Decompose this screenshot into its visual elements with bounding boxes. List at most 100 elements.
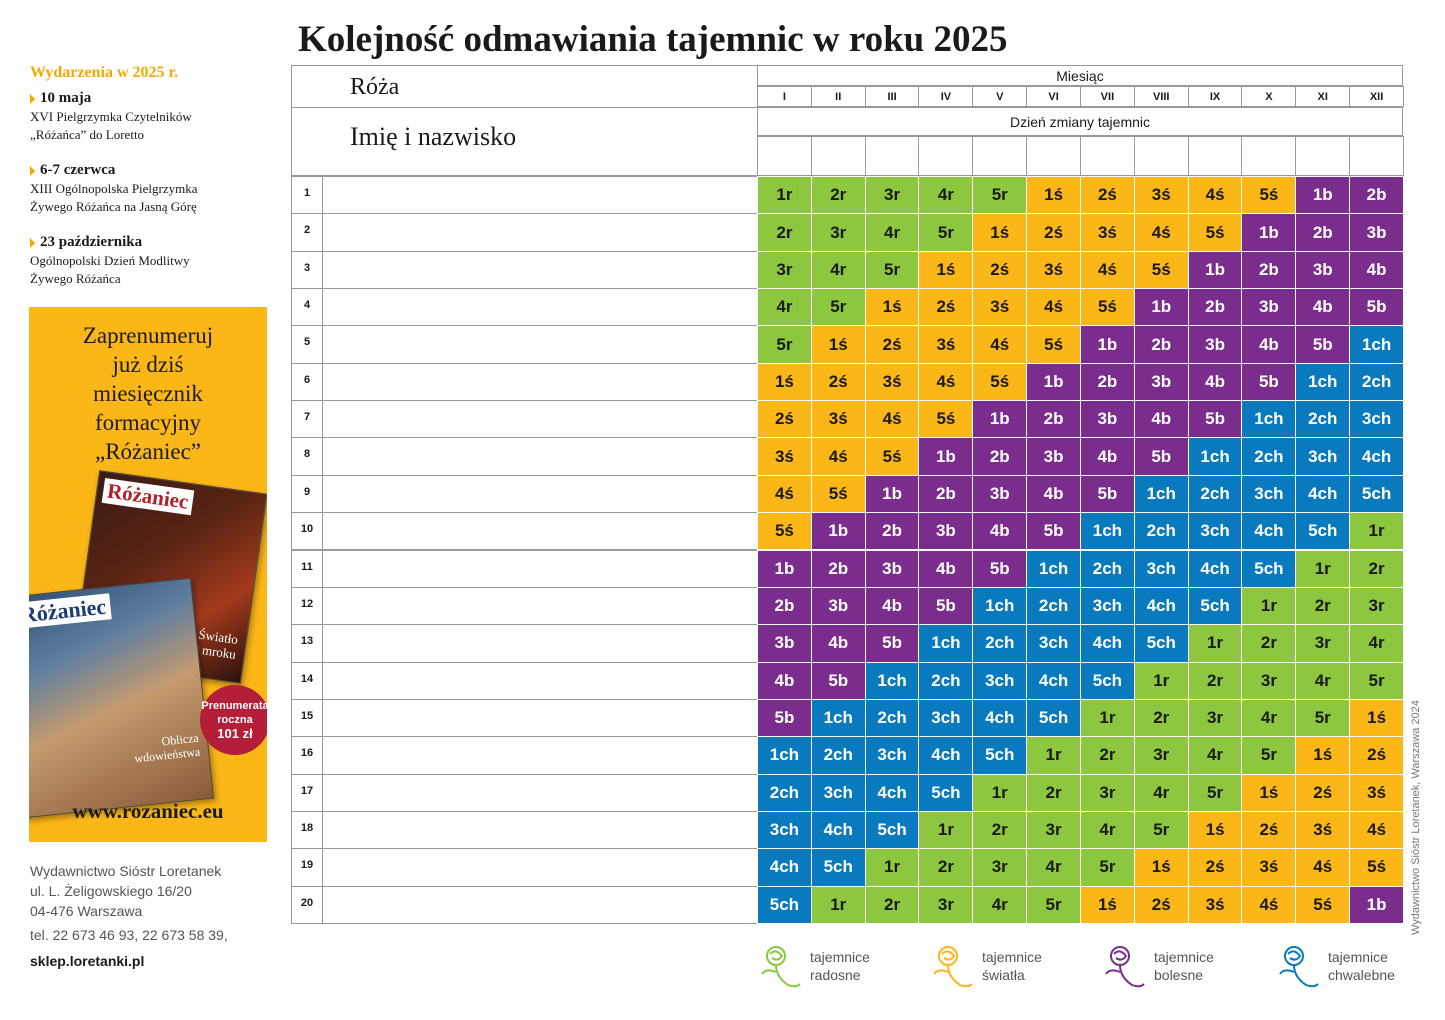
row-number: 12 bbox=[291, 586, 323, 626]
mystery-cell: 1r bbox=[1295, 549, 1351, 588]
member-name-input[interactable] bbox=[322, 213, 758, 252]
mystery-cell: 1b bbox=[810, 512, 866, 551]
ad-url-link[interactable]: www.rozaniec.eu bbox=[72, 799, 224, 823]
mystery-cell: 5ch bbox=[1026, 698, 1081, 738]
day-change-input[interactable] bbox=[918, 136, 974, 176]
day-change-input[interactable] bbox=[1133, 136, 1189, 176]
mystery-cell: 4r bbox=[972, 885, 1028, 924]
mystery-cell: 3ch bbox=[972, 661, 1028, 700]
mystery-cell: 2r bbox=[810, 176, 866, 215]
mystery-cell: 5b bbox=[1079, 474, 1135, 514]
mystery-cell: 4r bbox=[1241, 698, 1297, 738]
member-name-input[interactable] bbox=[322, 400, 758, 439]
member-name-input[interactable] bbox=[322, 362, 758, 402]
mystery-cell: 3ś bbox=[1026, 250, 1081, 290]
ad-line: formacyjny bbox=[94, 410, 201, 435]
legend-text: tajemnice bbox=[810, 949, 870, 965]
member-name-input[interactable] bbox=[322, 698, 758, 738]
mystery-cell: 2b bbox=[1187, 288, 1243, 327]
mystery-cell: 5r bbox=[757, 325, 812, 364]
publisher-line: ul. L. Żeligowskiego 16/20 bbox=[30, 883, 192, 899]
member-name-input[interactable] bbox=[322, 848, 758, 887]
day-change-input[interactable] bbox=[757, 136, 812, 176]
mystery-cell: 3b bbox=[1133, 362, 1189, 402]
mystery-cell: 4r bbox=[1349, 624, 1404, 663]
member-name-input[interactable] bbox=[322, 773, 758, 812]
mystery-cell: 2ś bbox=[972, 250, 1028, 290]
mystery-cell: 5ś bbox=[1349, 848, 1404, 887]
mystery-cell: 2b bbox=[1241, 250, 1297, 290]
month-column-header: XI bbox=[1295, 86, 1351, 107]
day-change-input[interactable] bbox=[1187, 136, 1243, 176]
rose-label-cell[interactable]: Róża bbox=[291, 65, 758, 108]
day-change-input[interactable] bbox=[1349, 136, 1404, 176]
member-name-input[interactable] bbox=[322, 474, 758, 514]
day-change-input[interactable] bbox=[1079, 136, 1135, 176]
mystery-cell: 4r bbox=[864, 213, 920, 252]
mystery-cell: 1ch bbox=[1241, 400, 1297, 439]
day-change-input[interactable] bbox=[864, 136, 920, 176]
mystery-cell: 2r bbox=[864, 885, 920, 924]
row-number: 6 bbox=[291, 362, 323, 402]
month-column-header: VIII bbox=[1133, 86, 1189, 107]
mysteries-table: Róża Imię i nazwisko Miesiąc Dzień zmian… bbox=[291, 65, 1404, 924]
row-number: 2 bbox=[291, 213, 323, 252]
mystery-cell: 4ś bbox=[1026, 288, 1081, 327]
mystery-cell: 2ś bbox=[1295, 773, 1351, 812]
member-name-input[interactable] bbox=[322, 549, 758, 588]
mystery-cell: 1ch bbox=[972, 586, 1028, 626]
mystery-cell: 2b bbox=[1026, 400, 1081, 439]
member-name-input[interactable] bbox=[322, 437, 758, 476]
member-name-input[interactable] bbox=[322, 624, 758, 663]
name-label-cell[interactable]: Imię i nazwisko bbox=[291, 107, 758, 176]
mystery-cell: 4ś bbox=[1349, 810, 1404, 850]
day-change-input[interactable] bbox=[972, 136, 1028, 176]
mystery-cell: 3ch bbox=[1026, 624, 1081, 663]
member-name-input[interactable] bbox=[322, 512, 758, 551]
mystery-cell: 5ś bbox=[1241, 176, 1297, 215]
mystery-cell: 4ś bbox=[918, 362, 974, 402]
mystery-cell: 1b bbox=[1349, 885, 1404, 924]
month-column-header: V bbox=[972, 86, 1028, 107]
mystery-cell: 5ch bbox=[1349, 474, 1404, 514]
member-name-input[interactable] bbox=[322, 586, 758, 626]
member-name-input[interactable] bbox=[322, 288, 758, 327]
day-change-input[interactable] bbox=[810, 136, 866, 176]
mystery-cell: 2b bbox=[810, 549, 866, 588]
month-header-text: Miesiąc bbox=[1056, 67, 1104, 84]
member-name-input[interactable] bbox=[322, 250, 758, 290]
subscription-ad[interactable]: Zaprenumeruj już dziś miesięcznik formac… bbox=[29, 307, 267, 842]
mystery-cell: 3ś bbox=[1079, 213, 1135, 252]
day-change-input[interactable] bbox=[1241, 136, 1297, 176]
day-change-input[interactable] bbox=[1295, 136, 1351, 176]
mystery-cell: 4r bbox=[1026, 848, 1081, 887]
month-column-header: VI bbox=[1026, 86, 1081, 107]
mystery-cell: 2ś bbox=[864, 325, 920, 364]
mystery-cell: 4ś bbox=[1133, 213, 1189, 252]
member-name-input[interactable] bbox=[322, 736, 758, 775]
shop-link[interactable]: sklep.loretanki.pl bbox=[30, 953, 145, 969]
member-name-input[interactable] bbox=[322, 661, 758, 700]
row-number: 3 bbox=[291, 250, 323, 290]
bullet-icon bbox=[30, 237, 35, 248]
mystery-cell: 4b bbox=[1349, 250, 1404, 290]
mystery-cell: 3b bbox=[1349, 213, 1404, 252]
event-desc: „Różańca” do Loretto bbox=[30, 127, 145, 142]
mystery-cell: 2ś bbox=[1187, 848, 1243, 887]
member-name-input[interactable] bbox=[322, 176, 758, 215]
mystery-cell: 3ś bbox=[1349, 773, 1404, 812]
mystery-cell: 4ch bbox=[1187, 549, 1243, 588]
mystery-cell: 1r bbox=[918, 810, 974, 850]
day-change-input[interactable] bbox=[1026, 136, 1081, 176]
mystery-cell: 4r bbox=[1133, 773, 1189, 812]
member-name-input[interactable] bbox=[322, 810, 758, 850]
member-name-input[interactable] bbox=[322, 885, 758, 924]
mystery-cell: 2ch bbox=[1295, 400, 1351, 439]
event-desc: XIII Ogólnopolska Pielgrzymka bbox=[30, 181, 198, 196]
legend-text: światła bbox=[982, 967, 1025, 983]
mystery-cell: 4ch bbox=[1133, 586, 1189, 626]
row-number: 8 bbox=[291, 437, 323, 476]
event-item: 6-7 czerwca XIII Ogólnopolska Pielgrzymk… bbox=[30, 162, 198, 216]
mystery-cell: 1ch bbox=[1133, 474, 1189, 514]
member-name-input[interactable] bbox=[322, 325, 758, 364]
